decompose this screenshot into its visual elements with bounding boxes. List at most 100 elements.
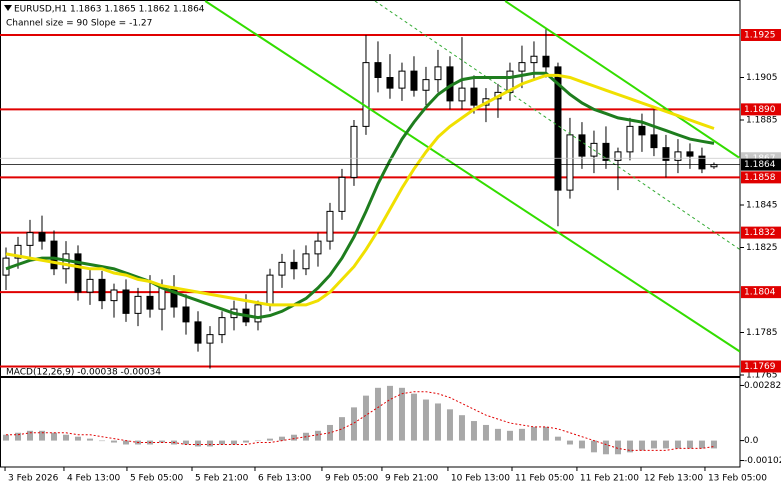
candle-body — [458, 87, 466, 102]
level-box — [741, 286, 781, 299]
candle-body — [110, 289, 118, 302]
macd-bar — [98, 440, 105, 442]
price-box — [741, 158, 781, 171]
price-label: 1.1864 — [744, 160, 776, 170]
y-tick-label: 1.1845 — [746, 201, 778, 211]
candle-body — [194, 321, 202, 344]
candle-body — [698, 155, 706, 170]
macd-bar — [566, 440, 573, 445]
macd-bar — [290, 434, 297, 441]
macd-bar — [230, 440, 237, 445]
macd-bar — [698, 440, 705, 449]
macd-bar — [26, 430, 33, 441]
x-tick-label: 3 Feb 2026 — [8, 474, 59, 484]
macd-bar — [386, 385, 393, 441]
macd-bar — [206, 440, 213, 447]
macd-tick-label: -0.00102 — [744, 456, 781, 466]
macd-bar — [626, 440, 633, 453]
candle-body — [266, 274, 274, 306]
candle-body — [158, 287, 166, 310]
macd-bar — [110, 440, 117, 443]
candle-body — [674, 151, 682, 161]
x-tick-label: 12 Feb 13:00 — [644, 474, 703, 484]
menu-arrow — [4, 5, 12, 11]
macd-bar — [470, 421, 477, 441]
chart-title: EURUSD,H1 1.1863 1.1865 1.1862 1.1864 — [14, 5, 205, 15]
candle-body — [662, 147, 670, 161]
candle-body — [134, 295, 142, 314]
macd-bar — [710, 440, 717, 449]
x-tick-label: 10 Feb 13:00 — [451, 474, 510, 484]
y-tick-label: 1.1825 — [746, 243, 778, 253]
macd-bar — [554, 436, 561, 441]
candle-body — [182, 306, 190, 323]
macd-bar — [374, 387, 381, 441]
candle-body — [554, 66, 562, 191]
macd-bar — [38, 430, 45, 441]
x-tick-label: 9 Feb 21:00 — [385, 474, 439, 484]
candle-body — [686, 151, 694, 157]
channel-line — [504, 0, 740, 160]
level-box — [741, 171, 781, 184]
candle-body — [290, 261, 298, 270]
moving-average — [5, 71, 715, 320]
channel-line — [374, 0, 740, 251]
candle-body — [530, 55, 538, 64]
y-tick-label: 1.1905 — [746, 73, 778, 83]
macd-bar — [50, 432, 57, 441]
candle-body — [218, 317, 226, 336]
macd-bar — [326, 424, 333, 441]
level-box — [741, 226, 781, 239]
candle-body — [278, 261, 286, 276]
macd-bar — [410, 393, 417, 441]
macd-panel — [0, 377, 741, 468]
macd-bar — [122, 440, 129, 445]
macd-bar — [158, 440, 165, 443]
candle-body — [74, 253, 82, 293]
macd-tick-label: 0.0 — [744, 436, 759, 446]
level-label: 1.1769 — [744, 362, 776, 372]
candle-body — [326, 210, 334, 242]
macd-bar — [662, 440, 669, 449]
macd-plot — [2, 385, 717, 455]
channel-info: Channel size = 90 Slope = -1.27 — [6, 19, 152, 29]
candle-body — [362, 62, 370, 127]
macd-bar — [182, 440, 189, 445]
macd-bar — [314, 430, 321, 441]
candle-body — [410, 70, 418, 91]
candle-body — [98, 278, 106, 302]
main-panel — [0, 0, 741, 377]
macd-bar — [446, 409, 453, 441]
x-tick-label: 11 Feb 21:00 — [580, 474, 639, 484]
candle-body — [470, 87, 478, 106]
macd-bar — [518, 428, 525, 441]
candle-body — [146, 295, 154, 310]
candle-body — [626, 125, 634, 153]
candle-body — [86, 278, 94, 293]
moving-average — [5, 73, 715, 307]
y-tick-label: 1.1765 — [746, 371, 778, 381]
macd-bar — [422, 399, 429, 441]
macd-bar — [338, 417, 345, 441]
candle-body — [314, 240, 322, 255]
macd-bar — [650, 440, 657, 449]
macd-bar — [614, 440, 621, 455]
macd-bar — [638, 440, 645, 451]
candle-body — [542, 55, 550, 68]
candle-body — [422, 79, 430, 91]
candle-body — [50, 240, 58, 270]
x-tick-label: 5 Feb 21:00 — [195, 474, 249, 484]
macd-bar — [350, 407, 357, 441]
channel-line — [204, 0, 740, 353]
candle-body — [374, 62, 382, 78]
macd-bar — [482, 424, 489, 441]
candle-body — [650, 134, 658, 149]
macd-bar — [218, 440, 225, 445]
macd-bar — [242, 440, 249, 443]
candle-body — [38, 232, 46, 242]
level-label: 1.1832 — [744, 228, 776, 238]
x-tick-label: 13 Feb 05:00 — [708, 474, 767, 484]
candle-body — [566, 134, 574, 191]
level-box — [741, 29, 781, 41]
